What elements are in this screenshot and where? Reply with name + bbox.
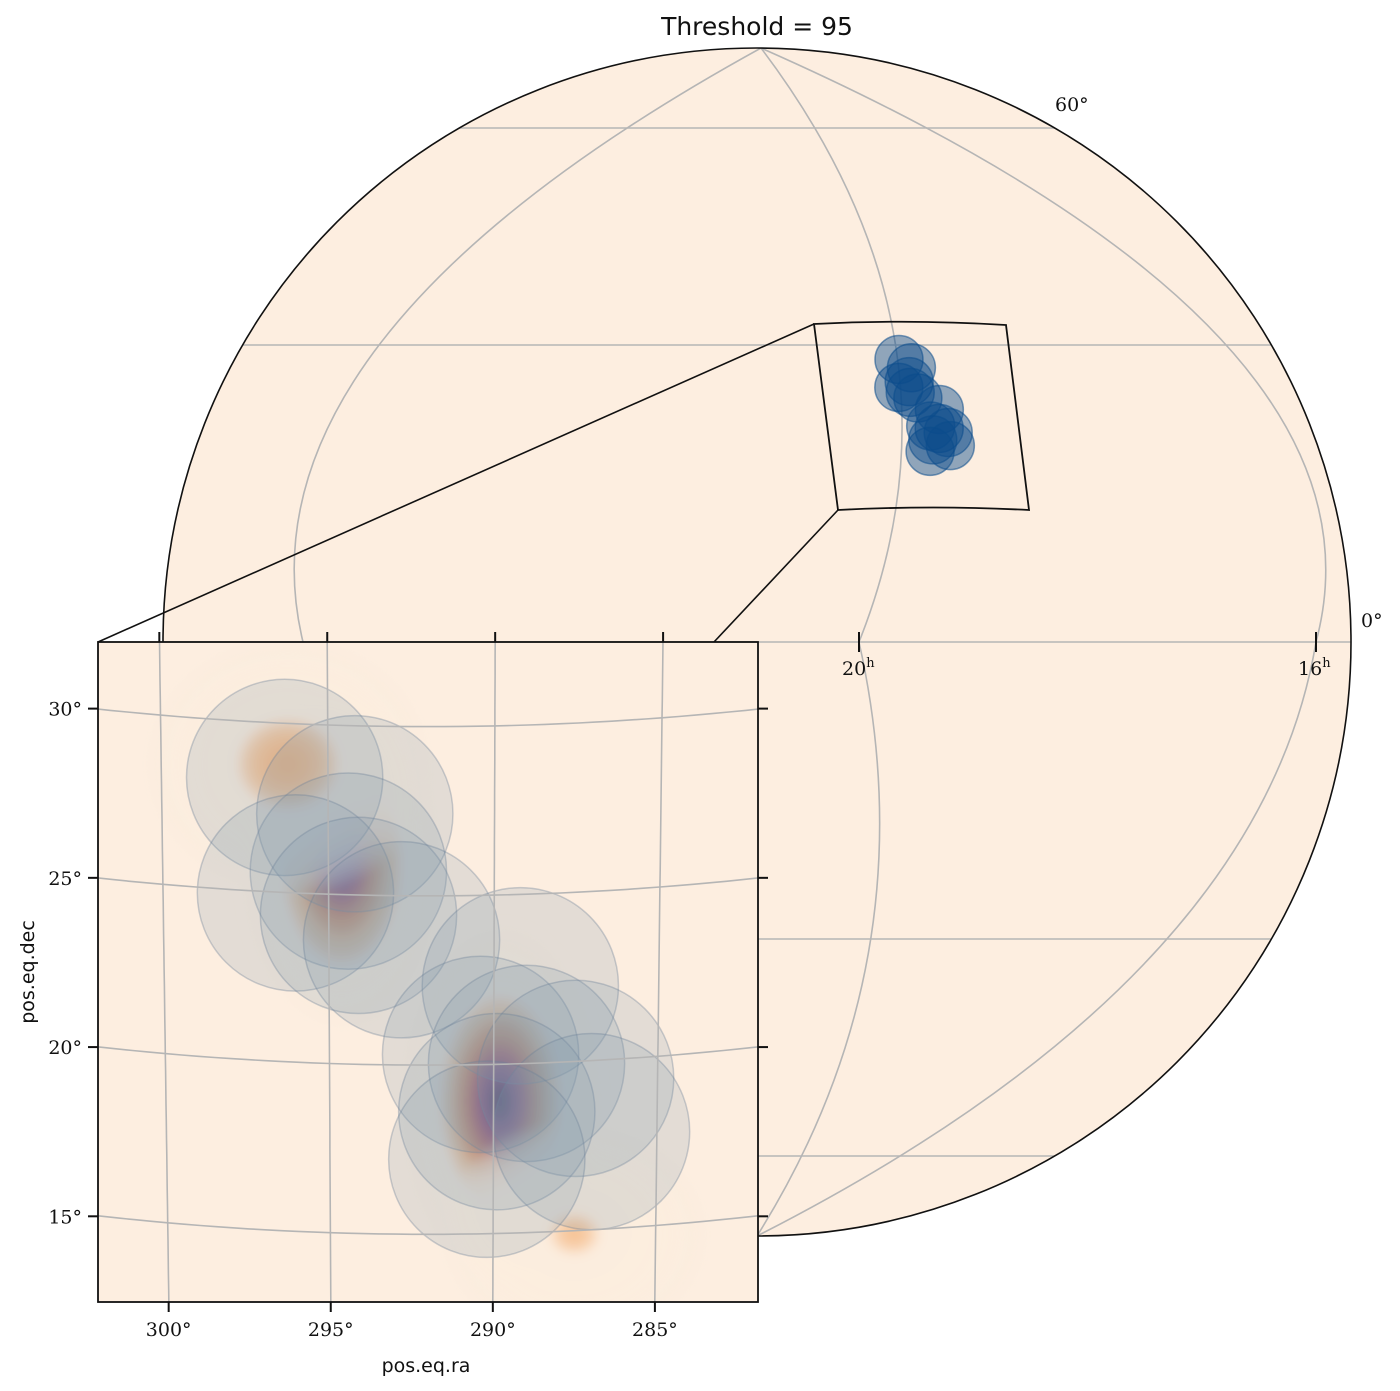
inset-grid (98, 642, 758, 1302)
globe-footprint-circle (925, 420, 976, 471)
inset-panel: 300° 295° 290° 285° 15° 20° 25° 30° pos.eq.ra p… (17, 632, 768, 1377)
footprint-circle (381, 955, 580, 1154)
graticule-meridian (760, 48, 1327, 643)
inset-parallel (98, 1046, 758, 1066)
globe-footprint-circle (923, 407, 973, 458)
inset-parallel (98, 708, 758, 728)
inset-meridian (653, 642, 664, 1302)
inset-parallel (98, 877, 758, 897)
x-tick-label: 290° (470, 1319, 516, 1341)
inset-meridian (492, 642, 496, 1302)
zoom-connector-line (97, 323, 815, 643)
globe-footprints (874, 334, 976, 477)
y-tick-label: 15° (48, 1206, 82, 1228)
inset-parallel (98, 1214, 758, 1236)
ra-tick-label: 16h (1298, 656, 1331, 680)
chart-title: Threshold = 95 (660, 12, 853, 41)
globe-footprint-circle (905, 426, 955, 477)
footprint-circle (387, 1060, 586, 1259)
inset-x-axis-label: pos.eq.ra (382, 1355, 471, 1377)
zoom-region-box (812, 320, 1031, 511)
footprint-circle (259, 816, 458, 1015)
footprint-circle (185, 678, 384, 877)
inset-meridian (158, 642, 170, 1302)
x-tick-label: 300° (146, 1319, 192, 1341)
dec-tick-label: 60° (1055, 94, 1089, 116)
footprint-circle (421, 886, 620, 1085)
ra-tick-label: 20h (842, 656, 875, 680)
globe-footprint-circle (885, 367, 935, 418)
footprint-circle (255, 714, 454, 913)
inset-y-axis-label: pos.eq.dec (17, 920, 39, 1024)
inset-footprints (185, 678, 691, 1259)
inset-density-map (142, 642, 711, 1302)
graticule-meridian (760, 48, 903, 643)
density-peak (142, 642, 434, 895)
zoom-connector-line (713, 509, 839, 643)
inset-meridian (326, 642, 332, 1302)
footprint-circle (476, 979, 675, 1178)
y-tick-label: 30° (48, 699, 82, 721)
y-tick-label: 20° (48, 1037, 82, 1059)
x-tick-label: 295° (308, 1319, 354, 1341)
graticule-meridian (756, 641, 881, 1236)
footprint-circle (302, 840, 501, 1039)
inset-frame (97, 641, 759, 1303)
footprint-circle (249, 772, 448, 971)
graticule-meridian (756, 641, 1317, 1236)
density-peak (438, 1122, 711, 1302)
dec-tick-label: 0° (1361, 610, 1383, 632)
inset-ticks: 300° 295° 290° 285° 15° 20° 25° 30° (48, 632, 768, 1341)
x-tick-label: 285° (632, 1319, 678, 1341)
y-tick-label: 25° (48, 868, 82, 890)
